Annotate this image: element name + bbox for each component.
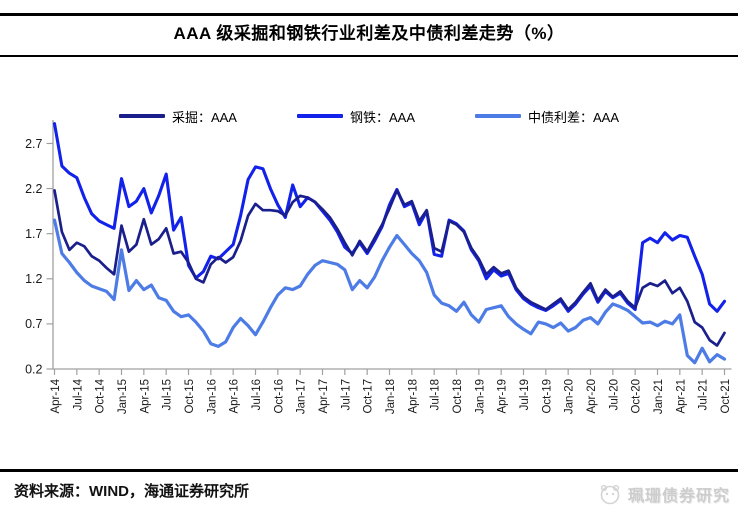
x-axis-label: Apr-18 <box>407 379 419 414</box>
chart-title: AAA 级采掘和钢铁行业利差及中债利差走势（%） <box>173 24 565 43</box>
title-rule-bottom <box>0 55 738 57</box>
x-axis-label: Apr-21 <box>675 379 687 414</box>
x-axis-label: Apr-19 <box>497 379 509 414</box>
mining-line-swatch <box>118 114 165 118</box>
x-axis-label: Jan-15 <box>117 379 129 414</box>
x-axis-label: Jan-20 <box>564 379 576 414</box>
x-axis-label: Jul-21 <box>698 379 710 410</box>
title-rule-top <box>0 13 738 16</box>
x-axis-label: Jan-19 <box>474 379 486 414</box>
x-axis-label: Jul-14 <box>72 378 84 410</box>
x-axis-label: Oct-16 <box>273 379 285 414</box>
spread-line-chart: 0.2 0.7 1.2 1.7 2.2 2.7 Apr-14 Jul-14 Oct-14 Jan-… <box>25 120 732 414</box>
x-axis-label: Jan-16 <box>206 379 218 414</box>
x-axis-label: Jul-16 <box>251 379 263 410</box>
x-axis-label: Jul-18 <box>430 379 442 410</box>
y-axis-label: 2.2 <box>25 182 42 196</box>
y-axis-label: 0.7 <box>25 317 42 331</box>
x-axis-label: Jul-20 <box>608 379 620 410</box>
y-axis-label: 0.2 <box>25 362 42 376</box>
y-axis-label: 1.2 <box>25 272 42 286</box>
x-axis-label: Apr-14 <box>50 378 62 413</box>
legend-item-steel: 钢铁：AAA <box>296 107 415 126</box>
legend-item-chinabond: 中债利差：AAA <box>475 107 619 126</box>
x-axis-label: Oct-19 <box>541 379 553 414</box>
x-axis-label: Oct-17 <box>363 379 375 414</box>
series-line-chinabond <box>52 218 727 365</box>
x-axis-label: Oct-21 <box>720 379 732 414</box>
x-axis-label: Jan-17 <box>296 379 308 414</box>
x-axis-label: Jul-15 <box>162 379 174 410</box>
legend-item-mining: 采掘：AAA <box>118 107 237 126</box>
chart-legend: 采掘：AAA 钢铁：AAA 中债利差：AAA <box>0 105 738 127</box>
x-axis-label: Oct-20 <box>631 379 643 414</box>
series-line-steel <box>52 122 727 313</box>
watermark-text: 珮珊债券研究 <box>627 488 730 505</box>
legend-label-mining: 采掘：AAA <box>171 109 237 125</box>
x-axis-label: Apr-17 <box>318 379 330 414</box>
steel-line-swatch <box>296 114 343 118</box>
brand-watermark: 珮珊债券研究 <box>597 481 730 507</box>
y-axis-label: 1.7 <box>25 227 42 241</box>
x-axis-label: Jan-18 <box>385 379 397 414</box>
x-axis-label: Apr-15 <box>139 379 151 414</box>
x-axis-label: Jul-19 <box>519 379 531 410</box>
x-axis-label: Oct-18 <box>452 379 464 414</box>
x-axis-label: Oct-15 <box>184 379 196 414</box>
x-axis-label: Apr-20 <box>586 379 598 414</box>
legend-label-steel: 钢铁：AAA <box>349 109 415 125</box>
series-line-mining <box>53 189 726 347</box>
panda-logo-icon <box>600 484 620 505</box>
x-axis-label: Oct-14 <box>95 378 107 413</box>
x-axis-label: Apr-16 <box>229 379 241 414</box>
y-axis-label: 2.7 <box>25 137 42 151</box>
legend-label-chinabond: 中债利差：AAA <box>528 109 620 125</box>
chinabond-line-swatch <box>475 114 521 118</box>
x-axis-label: Jul-17 <box>340 379 352 410</box>
footer-rule <box>0 469 738 472</box>
x-axis-label: Jan-21 <box>653 379 665 414</box>
source-note: 资料来源：WIND，海通证券研究所 <box>14 483 249 500</box>
